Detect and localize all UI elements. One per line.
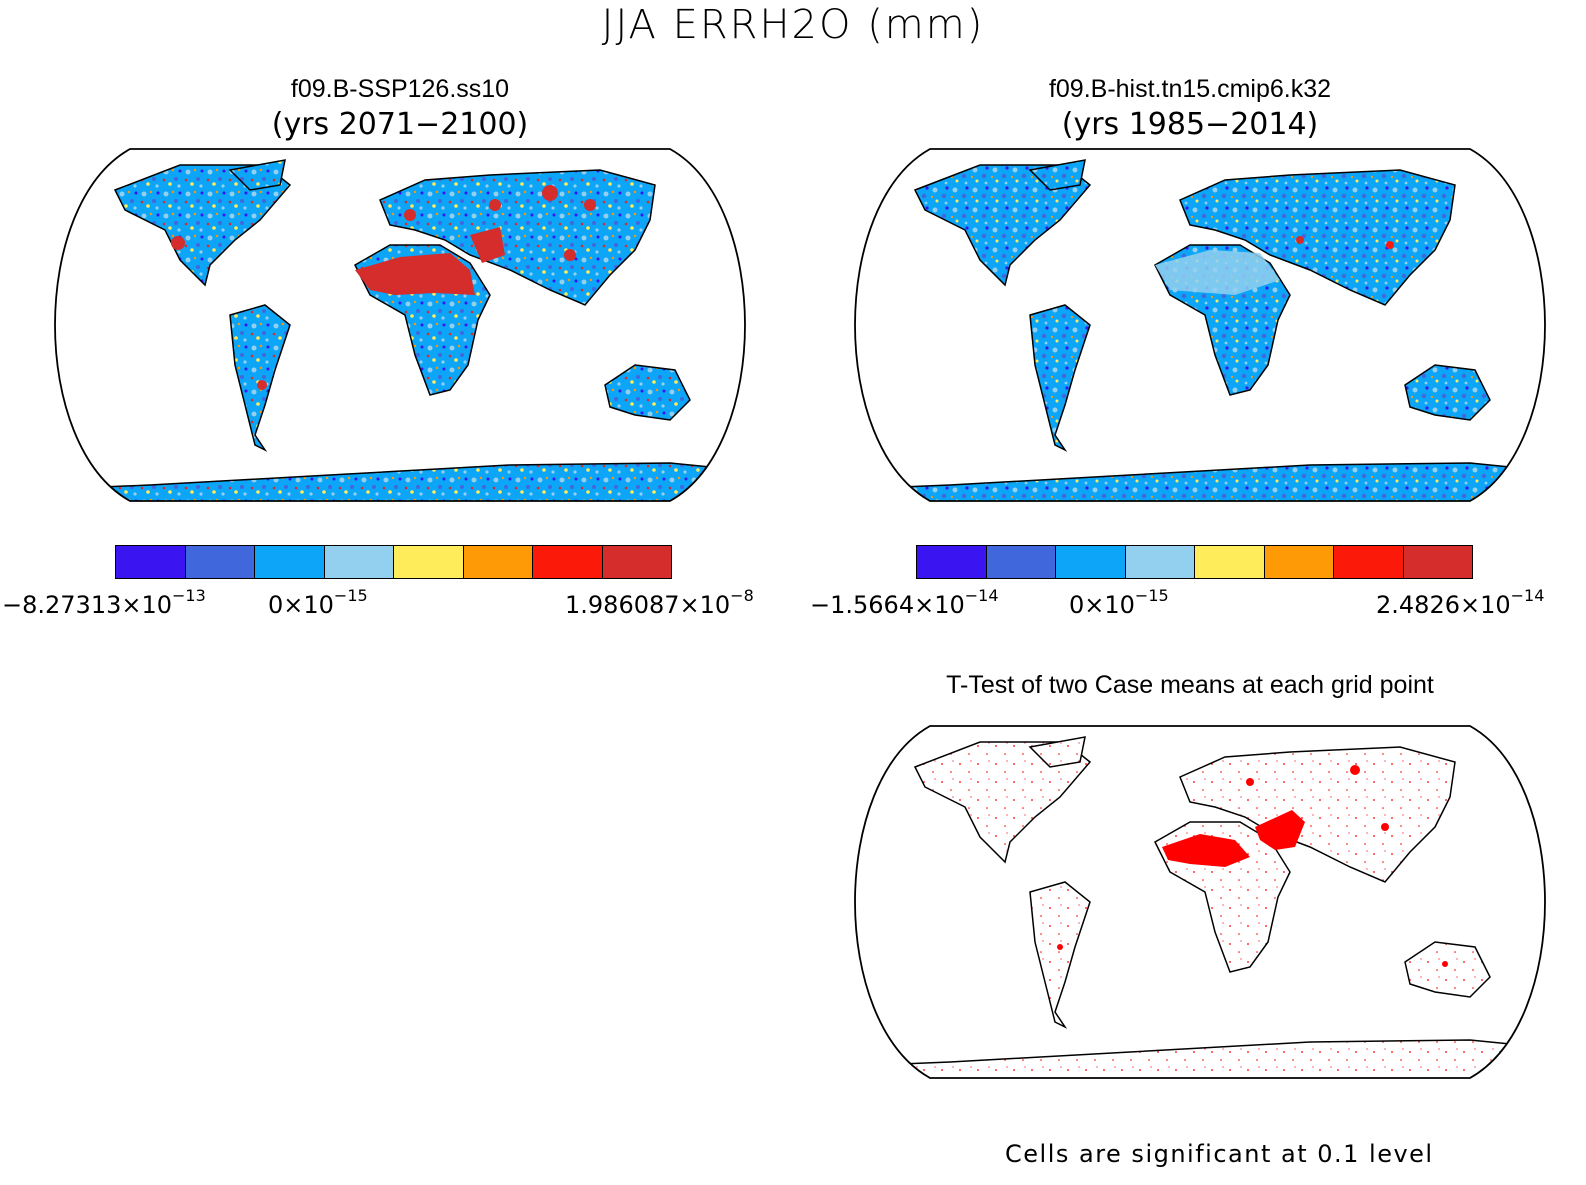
panel-1-colorbar-bin (324, 546, 394, 578)
panel-2-land (855, 159, 1545, 501)
panel-1-colorbar-bin (116, 546, 186, 578)
panel-1-colorbar-bin (394, 546, 464, 578)
panel-2-colorbar (916, 545, 1473, 579)
panel-3-land (855, 736, 1545, 1078)
panel-1-colorbar-bin (185, 546, 255, 578)
panel-1-title: f09.B-SSP126.ss10 (290, 75, 510, 103)
panel-1-colorbar-bin (533, 546, 603, 578)
figure-title: JJA ERRH2O (mm) (601, 2, 985, 48)
panel-1-colorbar-mid-label: 0×10−15 (268, 586, 368, 619)
panel-1-colorbar-bin (463, 546, 533, 578)
panel-1-colorbar-bin (602, 546, 671, 578)
panel-1-subtitle: (yrs 2071−2100) (271, 107, 529, 142)
panel-1-land (55, 159, 745, 501)
panel-2-colorbar-bin (1125, 546, 1195, 578)
panel-2-colorbar-bin (1056, 546, 1126, 578)
panel-2-colorbar-bin (917, 546, 987, 578)
panel-2-colorbar-bin (1403, 546, 1472, 578)
panel-1-colorbar-min-label: −8.27313×10−13 (2, 586, 206, 619)
panel-2-subtitle: (yrs 1985−2014) (1061, 107, 1319, 142)
panel-1-colorbar-bin (255, 546, 325, 578)
panel-1-map (54, 148, 746, 502)
panel-2-colorbar-bin (1334, 546, 1404, 578)
panel-2-map (854, 148, 1546, 502)
panel-2-colorbar-bin (986, 546, 1056, 578)
panel-2-colorbar-max-label: 2.4826×10−14 (1376, 586, 1545, 619)
panel-2-colorbar-bin (1264, 546, 1334, 578)
panel-1-colorbar (115, 545, 672, 579)
panel-3-title: T-Test of two Case means at each grid po… (946, 671, 1434, 699)
panel-2-colorbar-bin (1195, 546, 1265, 578)
panel-2-title: f09.B-hist.tn15.cmip6.k32 (1048, 75, 1332, 103)
panel-2-colorbar-mid-label: 0×10−15 (1069, 586, 1169, 619)
panel-2-colorbar-min-label: −1.5664×10−14 (810, 586, 999, 619)
panel-3-map (854, 725, 1546, 1079)
panel-1-colorbar-max-label: 1.986087×10−8 (565, 586, 754, 619)
significance-footnote: Cells are significant at 0.1 level (1005, 1140, 1434, 1168)
